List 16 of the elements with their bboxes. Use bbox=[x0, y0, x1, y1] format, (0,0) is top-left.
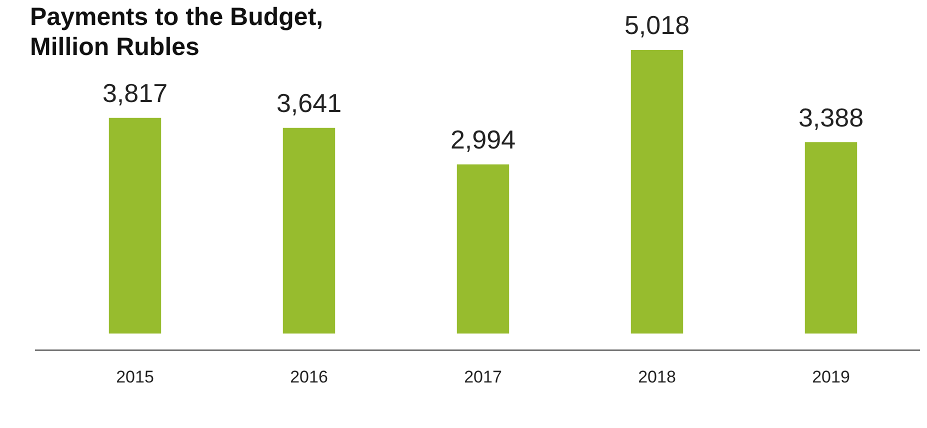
data-label: 3,641 bbox=[276, 88, 342, 118]
x-tick-label: 2019 bbox=[812, 367, 850, 386]
x-tick-label: 2016 bbox=[290, 367, 328, 386]
x-tick-label: 2015 bbox=[116, 367, 154, 386]
data-label: 3,388 bbox=[798, 102, 864, 132]
data-label: 3,817 bbox=[102, 78, 168, 108]
bar bbox=[456, 164, 510, 334]
x-tick-label: 2017 bbox=[464, 367, 502, 386]
chart-title: Payments to the Budget, Million Rubles bbox=[30, 2, 324, 62]
data-label: 5,018 bbox=[624, 10, 690, 40]
bar bbox=[630, 50, 684, 334]
bar bbox=[282, 128, 336, 334]
x-tick-label: 2018 bbox=[638, 367, 676, 386]
bar bbox=[108, 118, 162, 334]
bar bbox=[804, 142, 858, 334]
data-label: 2,994 bbox=[450, 124, 516, 155]
